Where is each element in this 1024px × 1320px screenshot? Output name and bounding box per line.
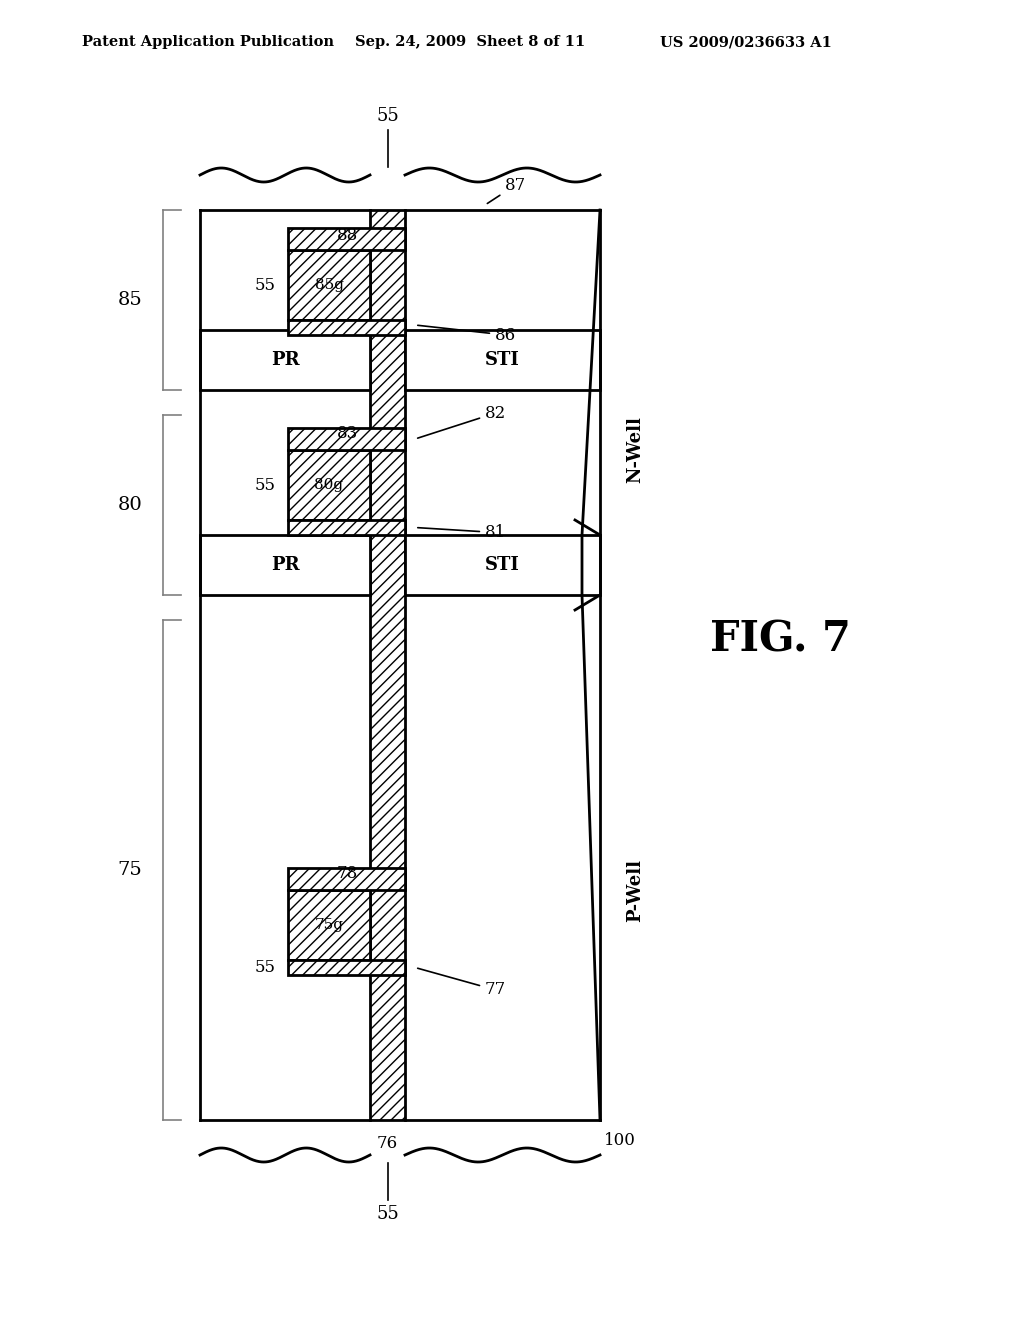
Bar [200, 535, 370, 595]
Bar [200, 330, 370, 389]
Text: 83: 83 [337, 425, 358, 442]
Text: 55: 55 [376, 107, 399, 125]
Text: 100: 100 [604, 1133, 636, 1148]
Bar [288, 890, 370, 960]
Text: 80g: 80g [314, 478, 344, 492]
Bar [288, 428, 406, 450]
Bar [406, 330, 600, 389]
Text: US 2009/0236633 A1: US 2009/0236633 A1 [660, 36, 831, 49]
Text: PR: PR [270, 351, 299, 370]
Text: 75g: 75g [314, 917, 343, 932]
Text: STI: STI [485, 556, 520, 574]
Text: PR: PR [270, 556, 299, 574]
Bar [288, 450, 370, 520]
Text: 76: 76 [377, 1135, 398, 1152]
Text: 82: 82 [418, 404, 506, 438]
Text: 78: 78 [337, 866, 358, 883]
Text: 88: 88 [337, 227, 358, 243]
Text: 85g: 85g [314, 279, 343, 292]
Bar [288, 319, 406, 335]
Text: FIG. 7: FIG. 7 [710, 619, 851, 661]
Text: 81: 81 [418, 524, 506, 541]
Bar [406, 535, 600, 595]
Text: Patent Application Publication: Patent Application Publication [82, 36, 334, 49]
Text: 75: 75 [118, 861, 142, 879]
Text: 55: 55 [255, 276, 276, 293]
Text: 87: 87 [487, 177, 526, 203]
Text: Sep. 24, 2009  Sheet 8 of 11: Sep. 24, 2009 Sheet 8 of 11 [355, 36, 586, 49]
Text: 55: 55 [376, 1205, 399, 1224]
Bar [288, 228, 406, 249]
Text: N-Well: N-Well [626, 417, 644, 483]
Bar [370, 210, 406, 1119]
Text: P-Well: P-Well [626, 858, 644, 921]
Text: 55: 55 [255, 960, 276, 975]
Bar [288, 520, 406, 535]
Text: 77: 77 [418, 969, 506, 998]
Bar [288, 960, 406, 975]
Text: 80: 80 [118, 496, 142, 513]
Bar [288, 249, 370, 319]
Text: 86: 86 [418, 325, 516, 343]
Text: STI: STI [485, 351, 520, 370]
Text: 55: 55 [255, 477, 276, 494]
Bar [288, 869, 406, 890]
Text: 85: 85 [118, 290, 142, 309]
